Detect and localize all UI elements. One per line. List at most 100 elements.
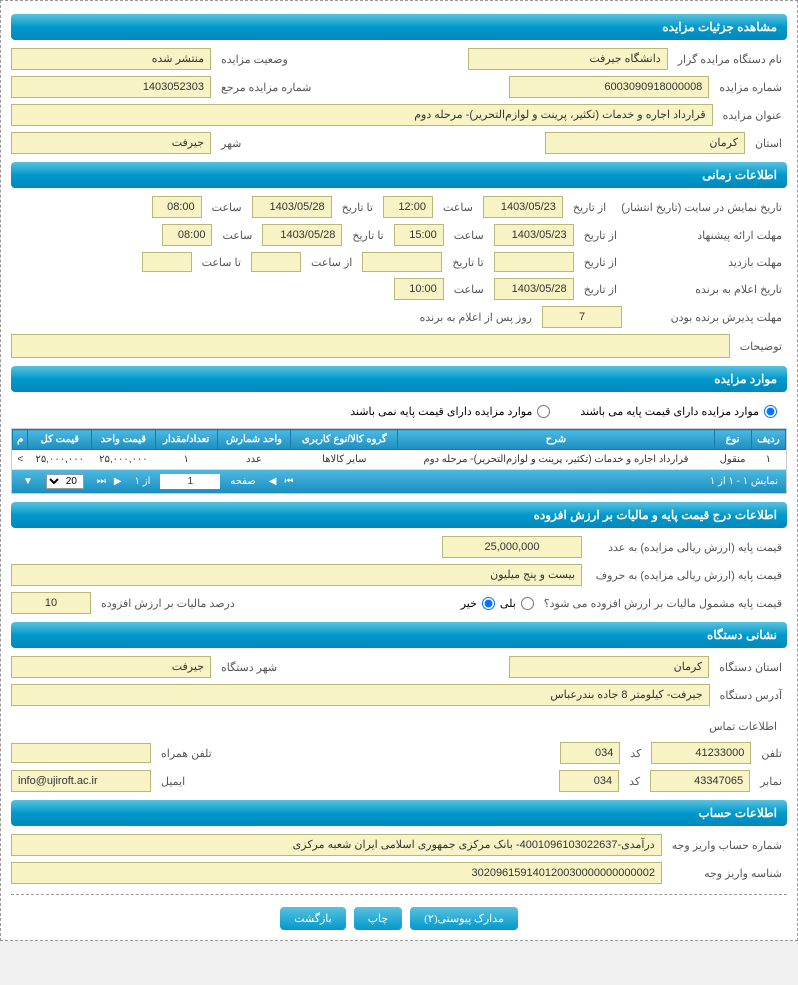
table-cell: عدد (217, 450, 291, 470)
section-price-tax: اطلاعات درج قیمت پایه و مالیات بر ارزش ا… (11, 502, 787, 528)
accept-days: 7 (542, 306, 622, 328)
status-label: وضعیت مزایده (216, 53, 293, 66)
pager-page-label: صفحه (230, 476, 255, 487)
section-account: اطلاعات حساب (11, 800, 787, 826)
attachments-button[interactable]: مدارک پیوستی(۲) (410, 907, 518, 930)
org-prov-label: استان دستگاه (714, 661, 787, 674)
pager-pagesize-select[interactable]: 20 (46, 474, 84, 489)
fax-code-label: کد (624, 775, 645, 788)
offer-from-date: 1403/05/23 (494, 224, 574, 246)
acc-no-label: شماره حساب واریز وجه (667, 839, 787, 852)
from-date-label2: از تاریخ (579, 229, 622, 242)
agency-label: نام دستگاه مزایده گزار (673, 53, 787, 66)
email-label: ایمیل (156, 775, 190, 788)
pub-to-date: 1403/05/28 (252, 196, 332, 218)
province-field: کرمان (545, 132, 745, 154)
org-prov-field: کرمان (509, 656, 709, 678)
table-cell: > (13, 450, 28, 470)
offer-from-hour: 15:00 (394, 224, 444, 246)
pager-page-input[interactable] (160, 474, 220, 489)
print-button[interactable]: چاپ (354, 907, 403, 930)
radio-has-base-input[interactable] (764, 405, 777, 418)
ref-no-label: شماره مزایده مرجع (216, 81, 316, 94)
pager-prev-icon[interactable]: ◀ (266, 476, 280, 487)
publish-label: تاریخ نمایش در سایت (تاریخ انتشار) (616, 201, 787, 214)
table-header: شرح (398, 430, 714, 450)
city-label: شهر (216, 137, 246, 150)
pager-last-icon[interactable]: ⏭ (94, 476, 109, 487)
radio-no-base-label: موارد مزایده دارای قیمت پایه نمی باشند (350, 405, 532, 418)
back-button[interactable]: بازگشت (280, 907, 346, 930)
ref-no-field: 1403052303 (11, 76, 211, 98)
fax-code-field: 034 (559, 770, 619, 792)
table-header: ردیف (751, 430, 785, 450)
table-cell: ۱ (751, 450, 785, 470)
table-header: نوع (714, 430, 751, 450)
radio-vat-no[interactable]: خیر (461, 597, 495, 610)
table-cell: ۲۵,۰۰۰,۰۰۰ (92, 450, 156, 470)
province-label: استان (750, 137, 787, 150)
base-txt-field: بیست و پنج میلیون (11, 564, 582, 586)
pager-dropdown-icon[interactable]: ▼ (20, 476, 36, 487)
winner-hour: 10:00 (394, 278, 444, 300)
pub-from-date: 1403/05/23 (483, 196, 563, 218)
desc-field (11, 334, 730, 358)
visit-from-hour (251, 252, 301, 272)
org-city-label: شهر دستگاه (216, 661, 282, 674)
offer-label: مهلت ارائه پیشنهاد (627, 229, 787, 242)
org-addr-field: جیرفت- کیلومتر 8 جاده بندرعباس (11, 684, 710, 706)
from-date-label3: از تاریخ (579, 256, 622, 269)
radio-vat-no-label: خیر (461, 597, 477, 610)
table-header: گروه کالا/نوع کاربری (291, 430, 398, 450)
acc-no-field: درآمدی-4001096103022637- بانک مرکزی جمهو… (11, 834, 662, 856)
pub-from-hour: 12:00 (383, 196, 433, 218)
pager-of-label: از ۱ (135, 476, 151, 487)
radio-no-base[interactable]: موارد مزایده دارای قیمت پایه نمی باشند (350, 405, 550, 418)
pager-next-icon[interactable]: ▶ (111, 476, 125, 487)
to-date-label3: تا تاریخ (447, 256, 488, 269)
table-header: قیمت واحد (92, 430, 156, 450)
accept-suffix: روز پس از اعلام به برنده (415, 311, 537, 324)
to-hour-label: تا ساعت (197, 256, 246, 269)
table-cell: قرارداد اجاره و خدمات (تکثیر، پرینت و لو… (398, 450, 714, 470)
to-date-label2: تا تاریخ (347, 229, 388, 242)
contact-title: اطلاعات تماس (11, 712, 787, 736)
base-txt-label: قیمت پایه (ارزش ریالی مزایده) به حروف (587, 569, 787, 582)
offer-to-date: 1403/05/28 (262, 224, 342, 246)
hour-label2: ساعت (207, 201, 247, 214)
pager-display: نمایش ۱ - ۱ از ۱ (710, 476, 778, 487)
table-cell: ۱ (155, 450, 217, 470)
radio-no-base-input[interactable] (537, 405, 550, 418)
tel-code-label: کد (625, 747, 646, 760)
winner-label: تاریخ اعلام به برنده (627, 283, 787, 296)
vat-q-label: قیمت پایه مشمول مالیات بر ارزش افزوده می… (539, 597, 787, 610)
tel-field: 41233000 (651, 742, 751, 764)
city-field: جیرفت (11, 132, 211, 154)
to-date-label: تا تاریخ (337, 201, 378, 214)
table-header: قیمت کل (28, 430, 92, 450)
hour-label4: ساعت (217, 229, 257, 242)
table-cell: منقول (714, 450, 751, 470)
items-table: ردیفنوعشرحگروه کالا/نوع کاربریواحد شمارش… (12, 429, 786, 470)
org-city-field: جیرفت (11, 656, 211, 678)
table-row: ۱منقولقرارداد اجاره و خدمات (تکثیر، پرین… (13, 450, 786, 470)
radio-has-base[interactable]: موارد مزایده دارای قیمت پایه می باشند (580, 405, 777, 418)
winner-from-date: 1403/05/28 (494, 278, 574, 300)
hour-label5: ساعت (449, 283, 489, 296)
radio-vat-yes-input[interactable] (521, 597, 534, 610)
table-header: تعداد/مقدار (155, 430, 217, 450)
agency-field: دانشگاه جیرفت (468, 48, 668, 70)
tel-label: تلفن (756, 747, 787, 760)
title-label: عنوان مزایده (718, 109, 787, 122)
table-cell: سایر کالاها (291, 450, 398, 470)
visit-to-hour (142, 252, 192, 272)
pager-first-icon[interactable]: ⏮ (281, 476, 296, 487)
base-num-label: قیمت پایه (ارزش ریالی مزایده) به عدد (587, 541, 787, 554)
section-time: اطلاعات زمانی (11, 162, 787, 188)
radio-vat-yes[interactable]: بلی (500, 597, 534, 610)
tel-code-field: 034 (560, 742, 620, 764)
section-items: موارد مزایده (11, 366, 787, 392)
radio-vat-no-input[interactable] (482, 597, 495, 610)
from-hour-label: از ساعت (306, 256, 357, 269)
from-date-label: از تاریخ (568, 201, 611, 214)
